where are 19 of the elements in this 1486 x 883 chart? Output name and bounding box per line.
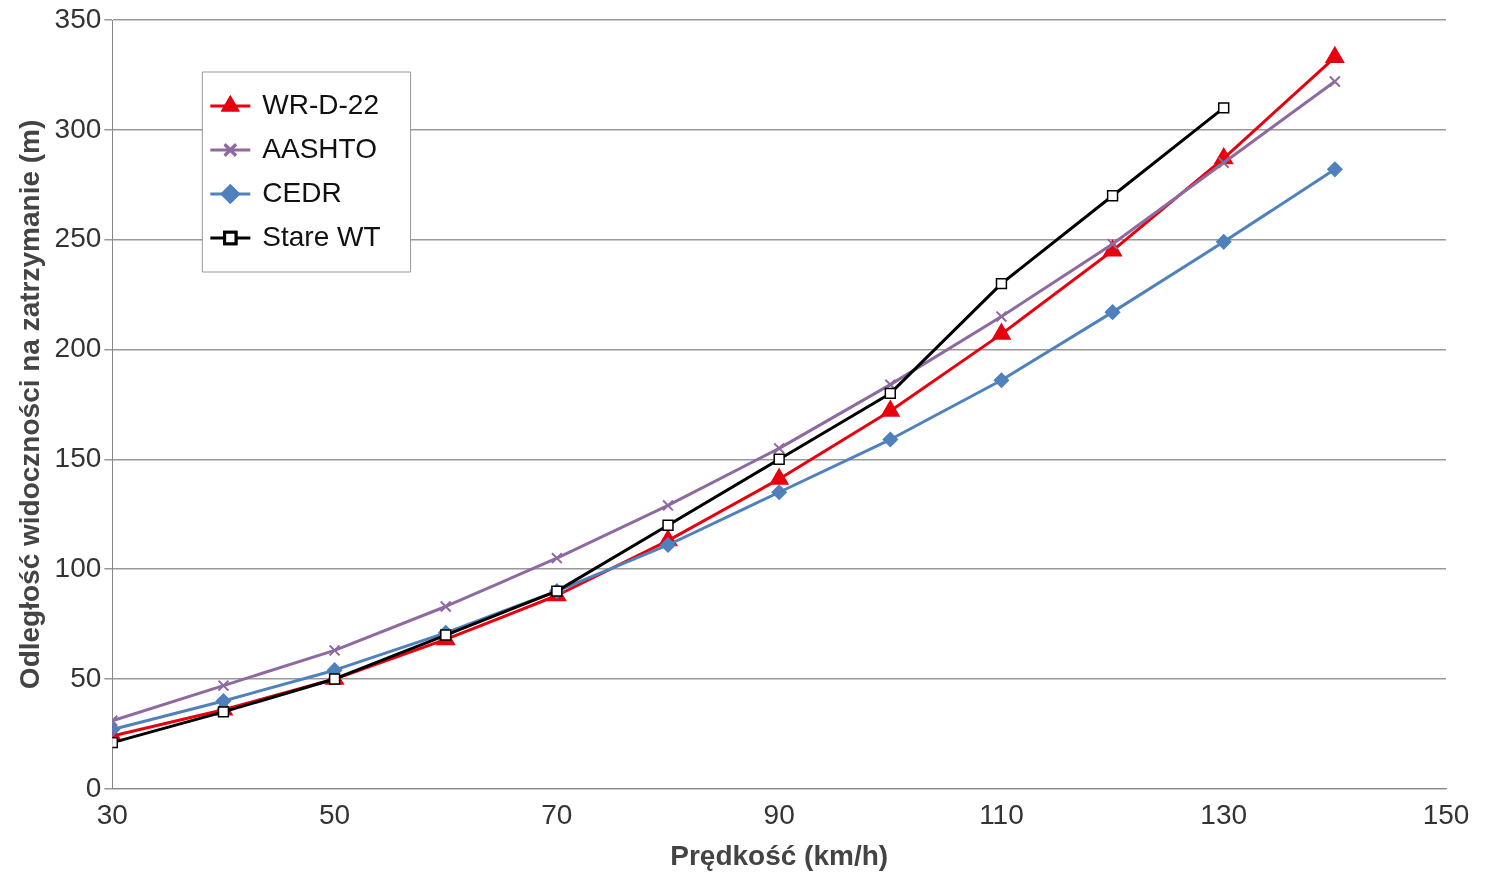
y-tick-label: 250 bbox=[54, 222, 102, 254]
y-tick-label: 100 bbox=[54, 551, 102, 583]
legend-label: Stare WT bbox=[262, 220, 381, 252]
x-tick-label: 70 bbox=[541, 799, 573, 831]
y-tick-label: 350 bbox=[54, 2, 102, 34]
x-tick-label: 110 bbox=[979, 799, 1024, 831]
x-tick-label: 130 bbox=[1200, 799, 1248, 831]
y-axis-title: Odległość widoczności na zatrzymanie (m) bbox=[13, 119, 45, 690]
x-axis-title: Prędkość (km/h) bbox=[670, 839, 889, 871]
y-tick-label: 200 bbox=[54, 332, 102, 364]
x-tick-label: 90 bbox=[763, 799, 795, 831]
legend-label: AASHTO bbox=[262, 132, 377, 164]
legend-label: CEDR bbox=[262, 176, 342, 208]
y-tick-label: 50 bbox=[70, 661, 102, 693]
x-tick-label: 150 bbox=[1422, 799, 1470, 831]
y-tick-label: 300 bbox=[54, 112, 102, 144]
y-tick-label: 150 bbox=[54, 442, 102, 474]
x-tick-label: 50 bbox=[319, 799, 351, 831]
legend-label: WR-D-22 bbox=[262, 88, 379, 120]
